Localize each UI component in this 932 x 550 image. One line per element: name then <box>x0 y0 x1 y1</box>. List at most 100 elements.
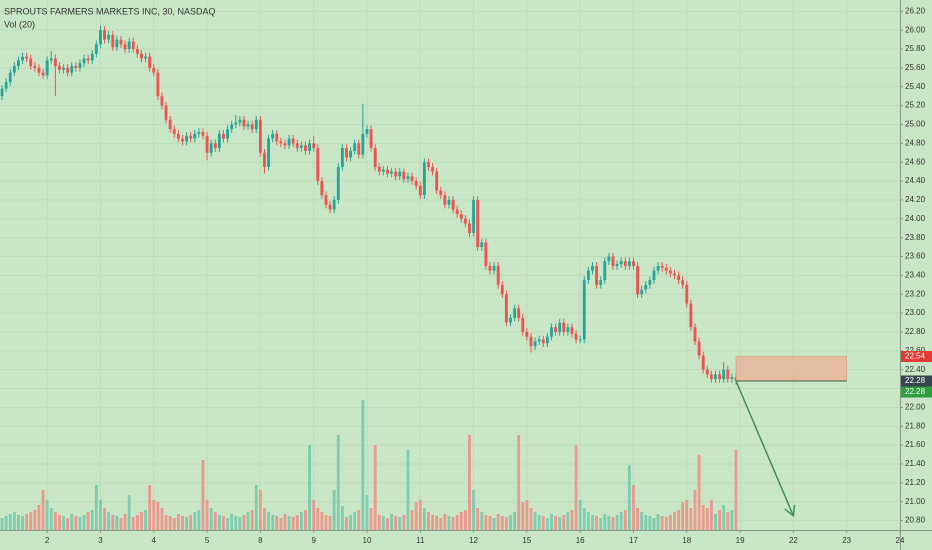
volume-bar <box>689 508 693 530</box>
candle-body <box>607 256 611 262</box>
volume-bar <box>414 502 418 530</box>
volume-bar <box>279 518 283 530</box>
volume-bar <box>578 500 582 530</box>
volume-bar <box>263 508 266 530</box>
volume-bar <box>615 515 619 530</box>
volume-bar <box>640 512 644 530</box>
volume-bar <box>599 518 603 530</box>
candle-body <box>295 143 299 149</box>
volume-bar <box>41 490 45 530</box>
volume-bar <box>205 500 209 530</box>
candle-body <box>398 171 402 177</box>
volume-bar <box>242 515 246 530</box>
candle-body <box>537 339 541 342</box>
candle-body <box>517 308 521 318</box>
x-tick-label: 3 <box>98 536 103 545</box>
volume-bar <box>668 515 672 530</box>
volume-bar <box>17 515 20 530</box>
volume-bar <box>230 514 234 530</box>
volume-bar <box>160 508 164 530</box>
candle-body <box>336 166 340 200</box>
candle-body <box>730 377 734 380</box>
volume-bar <box>291 517 295 530</box>
y-tick-label: 24.80 <box>905 138 926 147</box>
volume-bar <box>623 510 627 530</box>
candle-body <box>455 209 459 215</box>
candle-body <box>599 280 603 285</box>
candle-body <box>74 66 78 68</box>
candle-body <box>4 82 8 89</box>
volume-bar <box>648 516 652 530</box>
candle-body <box>299 145 303 149</box>
x-tick-label: 11 <box>416 536 425 545</box>
x-tick-label: 12 <box>469 536 478 545</box>
volume-bar <box>111 515 115 530</box>
volume-bar <box>562 515 566 530</box>
candle-body <box>718 374 722 380</box>
candle-body <box>591 265 594 271</box>
volume-bar <box>29 512 33 530</box>
volume-bar <box>312 500 316 530</box>
x-tick-label: 17 <box>629 536 638 545</box>
volume-bar <box>693 490 697 530</box>
y-tick-label: 25.20 <box>905 101 926 110</box>
candle-body <box>681 280 685 285</box>
candle-body <box>439 190 443 196</box>
x-tick-label: 5 <box>205 536 210 545</box>
volume-bar <box>529 508 533 530</box>
volume-bar <box>714 514 717 530</box>
volume-bar <box>718 510 722 530</box>
candle-body <box>709 374 713 380</box>
candle-body <box>70 66 74 73</box>
candle-body <box>328 204 332 210</box>
candle-body <box>435 171 439 191</box>
candle-body <box>558 322 562 332</box>
candle-body <box>205 135 209 153</box>
volume-bar <box>677 510 681 530</box>
candle-body <box>459 214 463 219</box>
y-tick-label: 25.60 <box>905 63 926 72</box>
volume-bar <box>308 445 312 530</box>
volume-bar <box>484 515 488 530</box>
volume-bar <box>324 515 328 530</box>
candle-body <box>533 341 537 347</box>
y-tick-label: 21.40 <box>905 459 926 468</box>
y-tick-label: 26.20 <box>905 6 926 15</box>
volume-bar <box>607 516 611 530</box>
candle-body <box>222 133 225 139</box>
volume-bar <box>45 500 49 530</box>
price-label-box <box>901 386 932 398</box>
volume-bar <box>94 485 98 530</box>
volume-bar <box>734 450 738 530</box>
candle-body <box>472 199 476 233</box>
volume-bar <box>533 512 537 530</box>
candle-body <box>500 284 504 295</box>
volume-bar <box>140 512 143 530</box>
volume-bar <box>447 516 451 530</box>
volume-bar <box>53 512 57 530</box>
volume-bar <box>652 518 656 530</box>
volume-bar <box>369 508 373 530</box>
y-tick-label: 21.20 <box>905 478 926 487</box>
volume-bar <box>74 516 78 530</box>
volume-bar <box>418 500 422 530</box>
candle-body <box>37 67 41 73</box>
candle-body <box>78 63 82 68</box>
price-label: 22.28 <box>905 376 926 385</box>
candle-body <box>0 88 4 97</box>
candle-body <box>8 72 12 83</box>
candle-body <box>82 58 86 64</box>
candle-body <box>623 261 627 266</box>
volume-bar <box>726 512 730 530</box>
y-tick-label: 24.20 <box>905 195 926 204</box>
price-box <box>735 356 847 382</box>
candle-body <box>369 129 373 149</box>
candle-body <box>189 135 193 139</box>
x-tick-label: 23 <box>842 536 851 545</box>
volume-bar <box>673 512 676 530</box>
volume-bar <box>468 435 471 530</box>
candle-body <box>111 34 115 48</box>
volume-bar <box>509 515 512 530</box>
volume-bar <box>217 515 221 530</box>
volume-bar <box>595 516 599 530</box>
